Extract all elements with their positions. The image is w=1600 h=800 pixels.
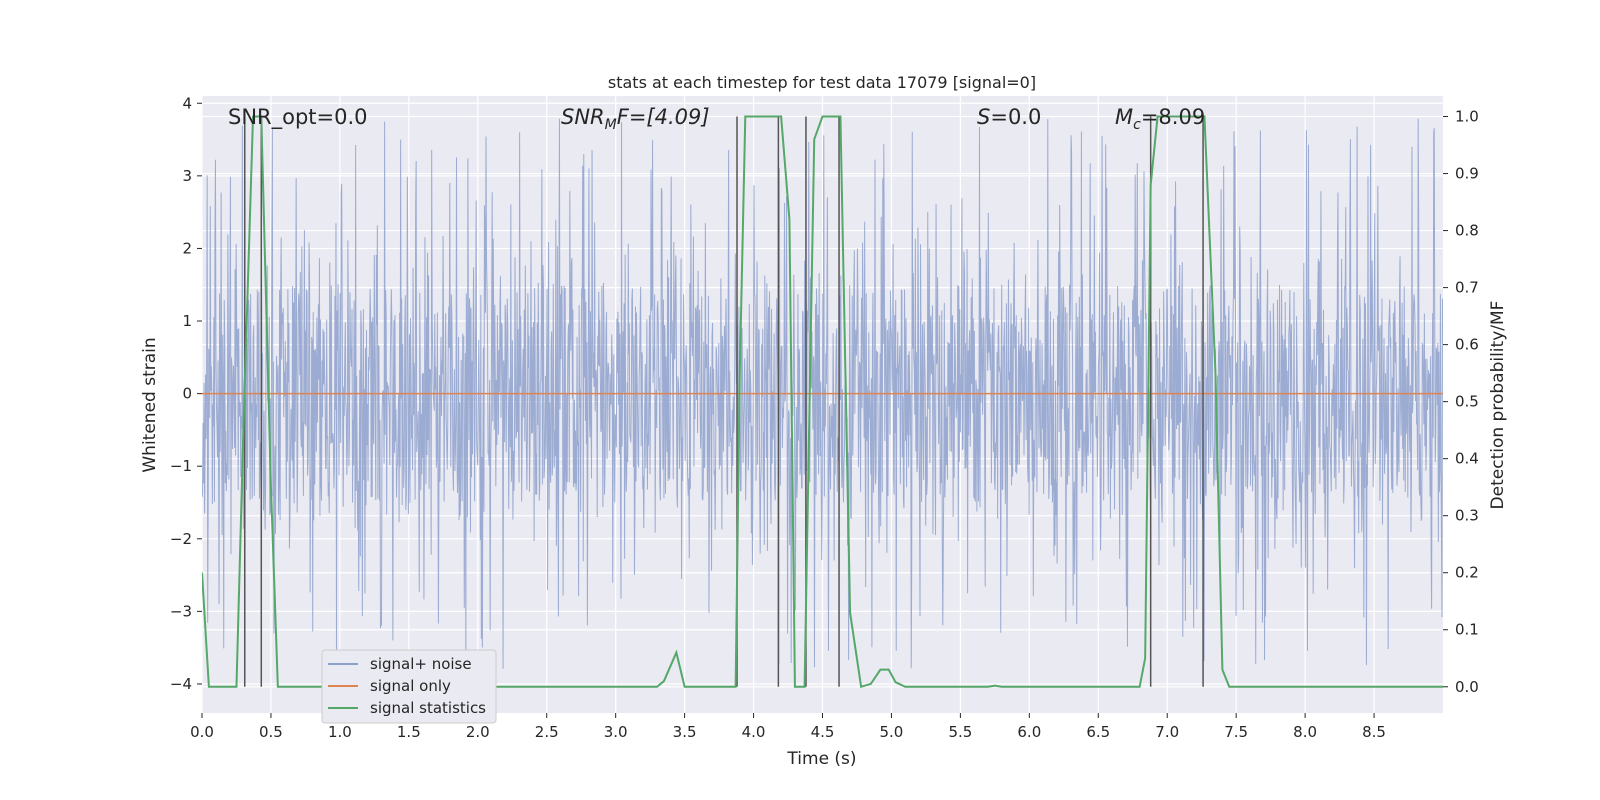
annotation-snr-mf-base: SNR — [561, 105, 605, 129]
y-right-tick-label: 0.7 — [1455, 279, 1479, 297]
x-axis-label: Time (s) — [786, 749, 856, 769]
annotation-mc-sub: c — [1133, 117, 1141, 133]
chart-title: stats at each timestep for test data 170… — [608, 73, 1036, 92]
y-right-tick-label: 1.0 — [1455, 108, 1479, 126]
legend-box — [321, 649, 497, 724]
y-axis-left-label: Whitened strain — [140, 337, 160, 472]
y-left-tick-label: −4 — [170, 675, 192, 693]
legend-label-statistics: signal statistics — [370, 699, 486, 717]
x-tick-label: 6.5 — [1086, 723, 1110, 741]
annotation-mc-value: =8.09 — [1141, 105, 1205, 129]
y-left-tick-label: 0 — [182, 385, 192, 403]
x-tick-label: 7.0 — [1155, 723, 1179, 741]
x-tick-label: 4.0 — [742, 723, 766, 741]
y-right-tick-label: 0.3 — [1455, 507, 1479, 525]
annotation-mc-base: M — [1115, 105, 1133, 129]
signal-statistics-series — [202, 115, 1443, 689]
y-left-tick-label: 3 — [182, 167, 192, 185]
y-right-tick-label: 0.8 — [1455, 222, 1479, 240]
x-tick-label: 5.5 — [948, 723, 972, 741]
y-left-tick-label: −2 — [170, 530, 192, 548]
y-right-tick-label: 0.6 — [1455, 336, 1479, 354]
x-tick-label: 8.5 — [1362, 723, 1386, 741]
x-tick-label: 6.0 — [1017, 723, 1041, 741]
x-axis-ticks: 0.0 0.5 1.0 1.5 2.0 2.5 3.0 3.5 4.0 4.5 5.0 5.5 6.0 6… — [190, 713, 1386, 741]
x-tick-label: 7.5 — [1224, 723, 1248, 741]
y-left-tick-label: −1 — [170, 457, 192, 475]
y-right-tick-label: 0.5 — [1455, 393, 1479, 411]
x-tick-label: 4.5 — [811, 723, 835, 741]
series-line-signal-statistics — [202, 115, 1443, 689]
x-tick-label: 2.0 — [466, 723, 490, 741]
x-tick-label: 8.0 — [1293, 723, 1317, 741]
y-axis-right-label: Detection probability/MF — [1488, 301, 1508, 510]
y-right-tick-label: 0.0 — [1455, 678, 1479, 696]
annotation-mc: Mc=8.09 — [1115, 105, 1205, 133]
y-left-tick-label: 4 — [182, 94, 192, 112]
series-line-signal-noise — [202, 118, 1443, 669]
annotation-s-label: S — [977, 105, 990, 129]
signal-noise-series — [202, 118, 1443, 669]
x-tick-label: 5.0 — [880, 723, 904, 741]
y-right-tick-label: 0.9 — [1455, 165, 1479, 183]
annotation-snr-mf-rest: F=[4.09] — [617, 105, 710, 129]
y-right-tick-label: 0.2 — [1455, 564, 1479, 582]
legend-label-noise: signal+ noise — [370, 655, 472, 673]
y-right-tick-label: 0.1 — [1455, 621, 1479, 639]
y-left-tick-label: 2 — [182, 239, 192, 257]
annotation-s-value: =0.0 — [990, 105, 1041, 129]
y-left-tick-label: −3 — [170, 602, 192, 620]
annotation-s: S=0.0 — [977, 105, 1041, 129]
x-tick-label: 1.0 — [328, 723, 352, 741]
y-axis-left-ticks: 4 3 2 1 0 −1 −2 −3 −4 — [170, 94, 202, 693]
annotation-snr-opt: SNR_opt=0.0 — [228, 105, 368, 130]
x-tick-label: 0.0 — [190, 723, 214, 741]
legend-label-signal-only: signal only — [370, 677, 451, 695]
annotation-snr-mf-sub: M — [605, 117, 617, 133]
y-left-tick-label: 1 — [182, 312, 192, 330]
x-tick-label: 2.5 — [535, 723, 559, 741]
legend: signal+ noise signal only signal statist… — [321, 649, 497, 724]
x-tick-label: 3.0 — [604, 723, 628, 741]
x-tick-label: 0.5 — [259, 723, 283, 741]
y-axis-right-ticks: 1.0 0.9 0.8 0.7 0.6 0.5 0.4 0.3 0.2 0.1 0.0 — [1443, 108, 1479, 696]
x-tick-label: 1.5 — [397, 723, 421, 741]
y-right-tick-label: 0.4 — [1455, 450, 1479, 468]
x-tick-label: 3.5 — [673, 723, 697, 741]
annotation-snr-mf: SNRMF=[4.09] — [561, 105, 710, 133]
